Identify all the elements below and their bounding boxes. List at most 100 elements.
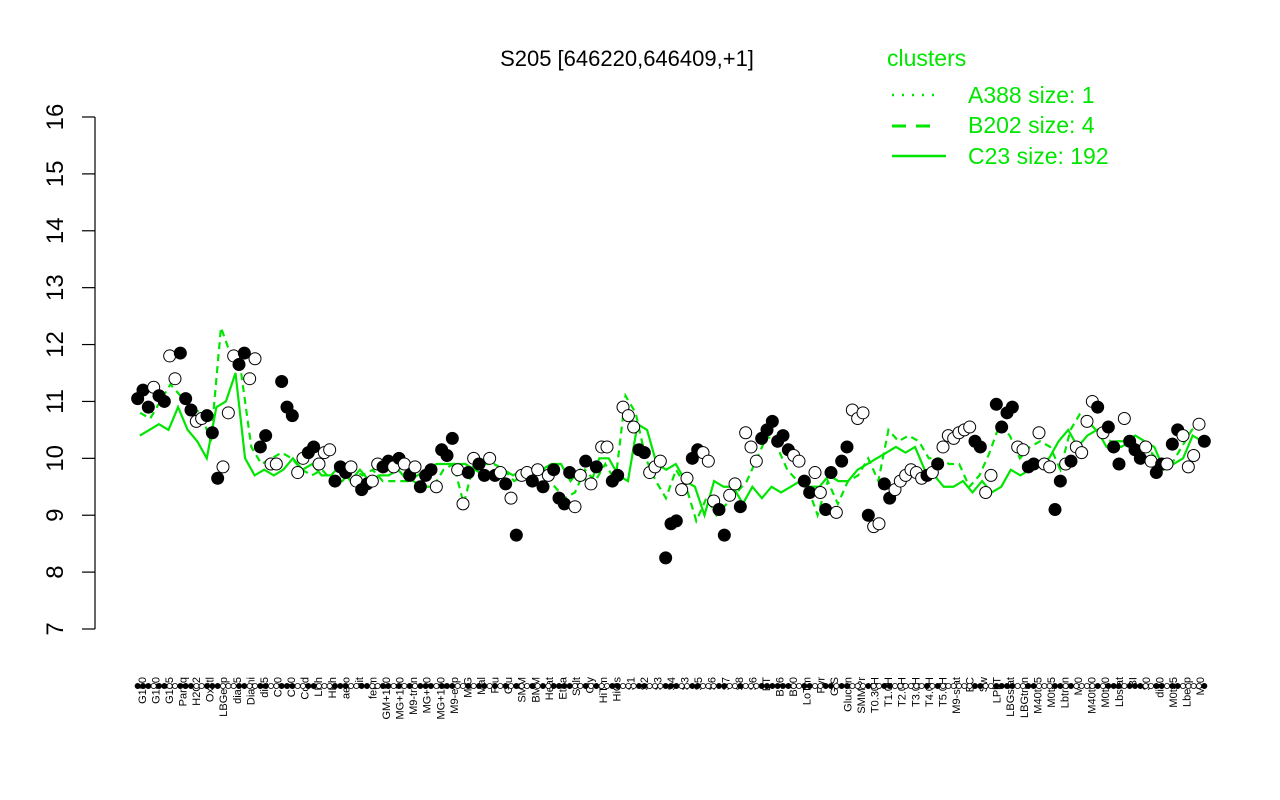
x-tick-marker — [310, 683, 317, 690]
x-tick-marker — [187, 683, 194, 690]
data-point — [936, 440, 950, 454]
x-tick-marker — [1046, 683, 1053, 690]
x-tick-label: dia15 — [232, 677, 244, 704]
x-tick-marker — [150, 683, 157, 690]
data-point — [584, 477, 598, 491]
data-points — [131, 346, 1211, 565]
y-tick-label: 14 — [42, 217, 69, 244]
data-point — [365, 474, 379, 488]
y-tick-label: 13 — [42, 274, 69, 301]
x-tick-marker — [305, 683, 312, 690]
x-tick-marker — [1014, 683, 1021, 690]
data-point — [461, 466, 475, 480]
x-tick-marker — [1126, 683, 1133, 690]
data-point — [413, 480, 427, 494]
x-tick-label: T0.30H — [870, 677, 882, 713]
x-tick-marker — [865, 683, 872, 690]
x-tick-label: Glucon — [842, 677, 854, 712]
x-tick-marker — [1025, 683, 1032, 690]
x-tick-marker — [924, 683, 931, 690]
x-tick-marker — [849, 683, 856, 690]
x-tick-label: T3.0H — [910, 677, 922, 707]
x-tick-marker — [1169, 683, 1176, 690]
x-tick-marker — [902, 683, 909, 690]
x-tick-label: SMM — [517, 677, 529, 703]
x-tick-marker — [1030, 683, 1037, 690]
x-tick-marker — [705, 683, 712, 690]
data-point — [1075, 446, 1089, 460]
x-tick-marker — [363, 683, 370, 690]
data-point — [168, 372, 182, 386]
data-point — [248, 352, 262, 366]
data-point — [984, 468, 998, 482]
x-tick-marker — [379, 683, 386, 690]
x-tick-label: LoTm — [802, 677, 814, 705]
data-point — [179, 392, 193, 406]
x-tick-marker — [518, 683, 525, 690]
x-tick-marker — [427, 683, 434, 690]
x-tick-marker — [582, 683, 589, 690]
data-point — [579, 454, 593, 468]
x-tick-marker — [662, 683, 669, 690]
x-tick-marker — [161, 683, 168, 690]
x-tick-marker — [636, 683, 643, 690]
series-lines — [139, 327, 1203, 525]
x-tick-marker — [822, 683, 829, 690]
x-tick-marker — [1164, 683, 1171, 690]
x-tick-marker — [524, 683, 531, 690]
x-tick-label: LBGstat — [1005, 677, 1017, 717]
x-tick-marker — [956, 683, 963, 690]
data-point — [1144, 454, 1158, 468]
data-point — [819, 503, 833, 517]
x-tick-marker — [230, 683, 237, 690]
x-tick-marker — [657, 683, 664, 690]
x-tick-marker — [1100, 683, 1107, 690]
x-tick-marker — [235, 683, 242, 690]
data-point — [744, 440, 758, 454]
x-tick-marker — [545, 683, 552, 690]
legend-entry-b202: B202 size: 4 — [968, 112, 1095, 138]
x-tick-marker — [1052, 683, 1059, 690]
x-tick-marker — [668, 683, 675, 690]
data-point — [163, 349, 177, 363]
data-point — [525, 474, 539, 488]
data-point — [1091, 400, 1105, 414]
data-point — [1053, 474, 1067, 488]
data-point — [344, 460, 358, 474]
data-point — [509, 528, 523, 542]
x-tick-marker — [609, 683, 616, 690]
data-point — [861, 508, 875, 522]
x-tick-marker — [1078, 683, 1085, 690]
data-point — [1192, 417, 1206, 431]
data-point — [637, 446, 651, 460]
data-point — [184, 403, 198, 417]
data-point — [621, 409, 635, 423]
x-tick-marker — [171, 683, 178, 690]
x-tick-marker — [934, 683, 941, 690]
x-tick-marker — [246, 683, 253, 690]
x-tick-marker — [1094, 683, 1101, 690]
x-tick-label: M9-exp — [449, 677, 461, 714]
x-tick-marker — [854, 683, 861, 690]
x-tick-label: M0t45 — [1168, 677, 1180, 708]
x-tick-marker — [561, 683, 568, 690]
x-tick-marker — [950, 683, 957, 690]
x-tick-marker — [465, 683, 472, 690]
y-tick-label: 15 — [42, 161, 69, 188]
y-tick-label: 8 — [42, 565, 69, 578]
x-tick-marker — [491, 683, 498, 690]
x-tick-marker — [278, 683, 285, 690]
x-tick-marker — [454, 683, 461, 690]
data-point — [723, 488, 737, 502]
data-point — [979, 485, 993, 499]
data-point — [1005, 400, 1019, 414]
x-tick-marker — [758, 683, 765, 690]
x-tick-marker — [337, 683, 344, 690]
x-tick-marker — [1020, 683, 1027, 690]
x-tick-label: HiTm — [598, 677, 610, 703]
x-tick-marker — [540, 683, 547, 690]
y-tick-label: 7 — [42, 622, 69, 635]
x-tick-marker — [1084, 683, 1091, 690]
data-point — [269, 457, 283, 471]
x-tick-marker — [1132, 683, 1139, 690]
